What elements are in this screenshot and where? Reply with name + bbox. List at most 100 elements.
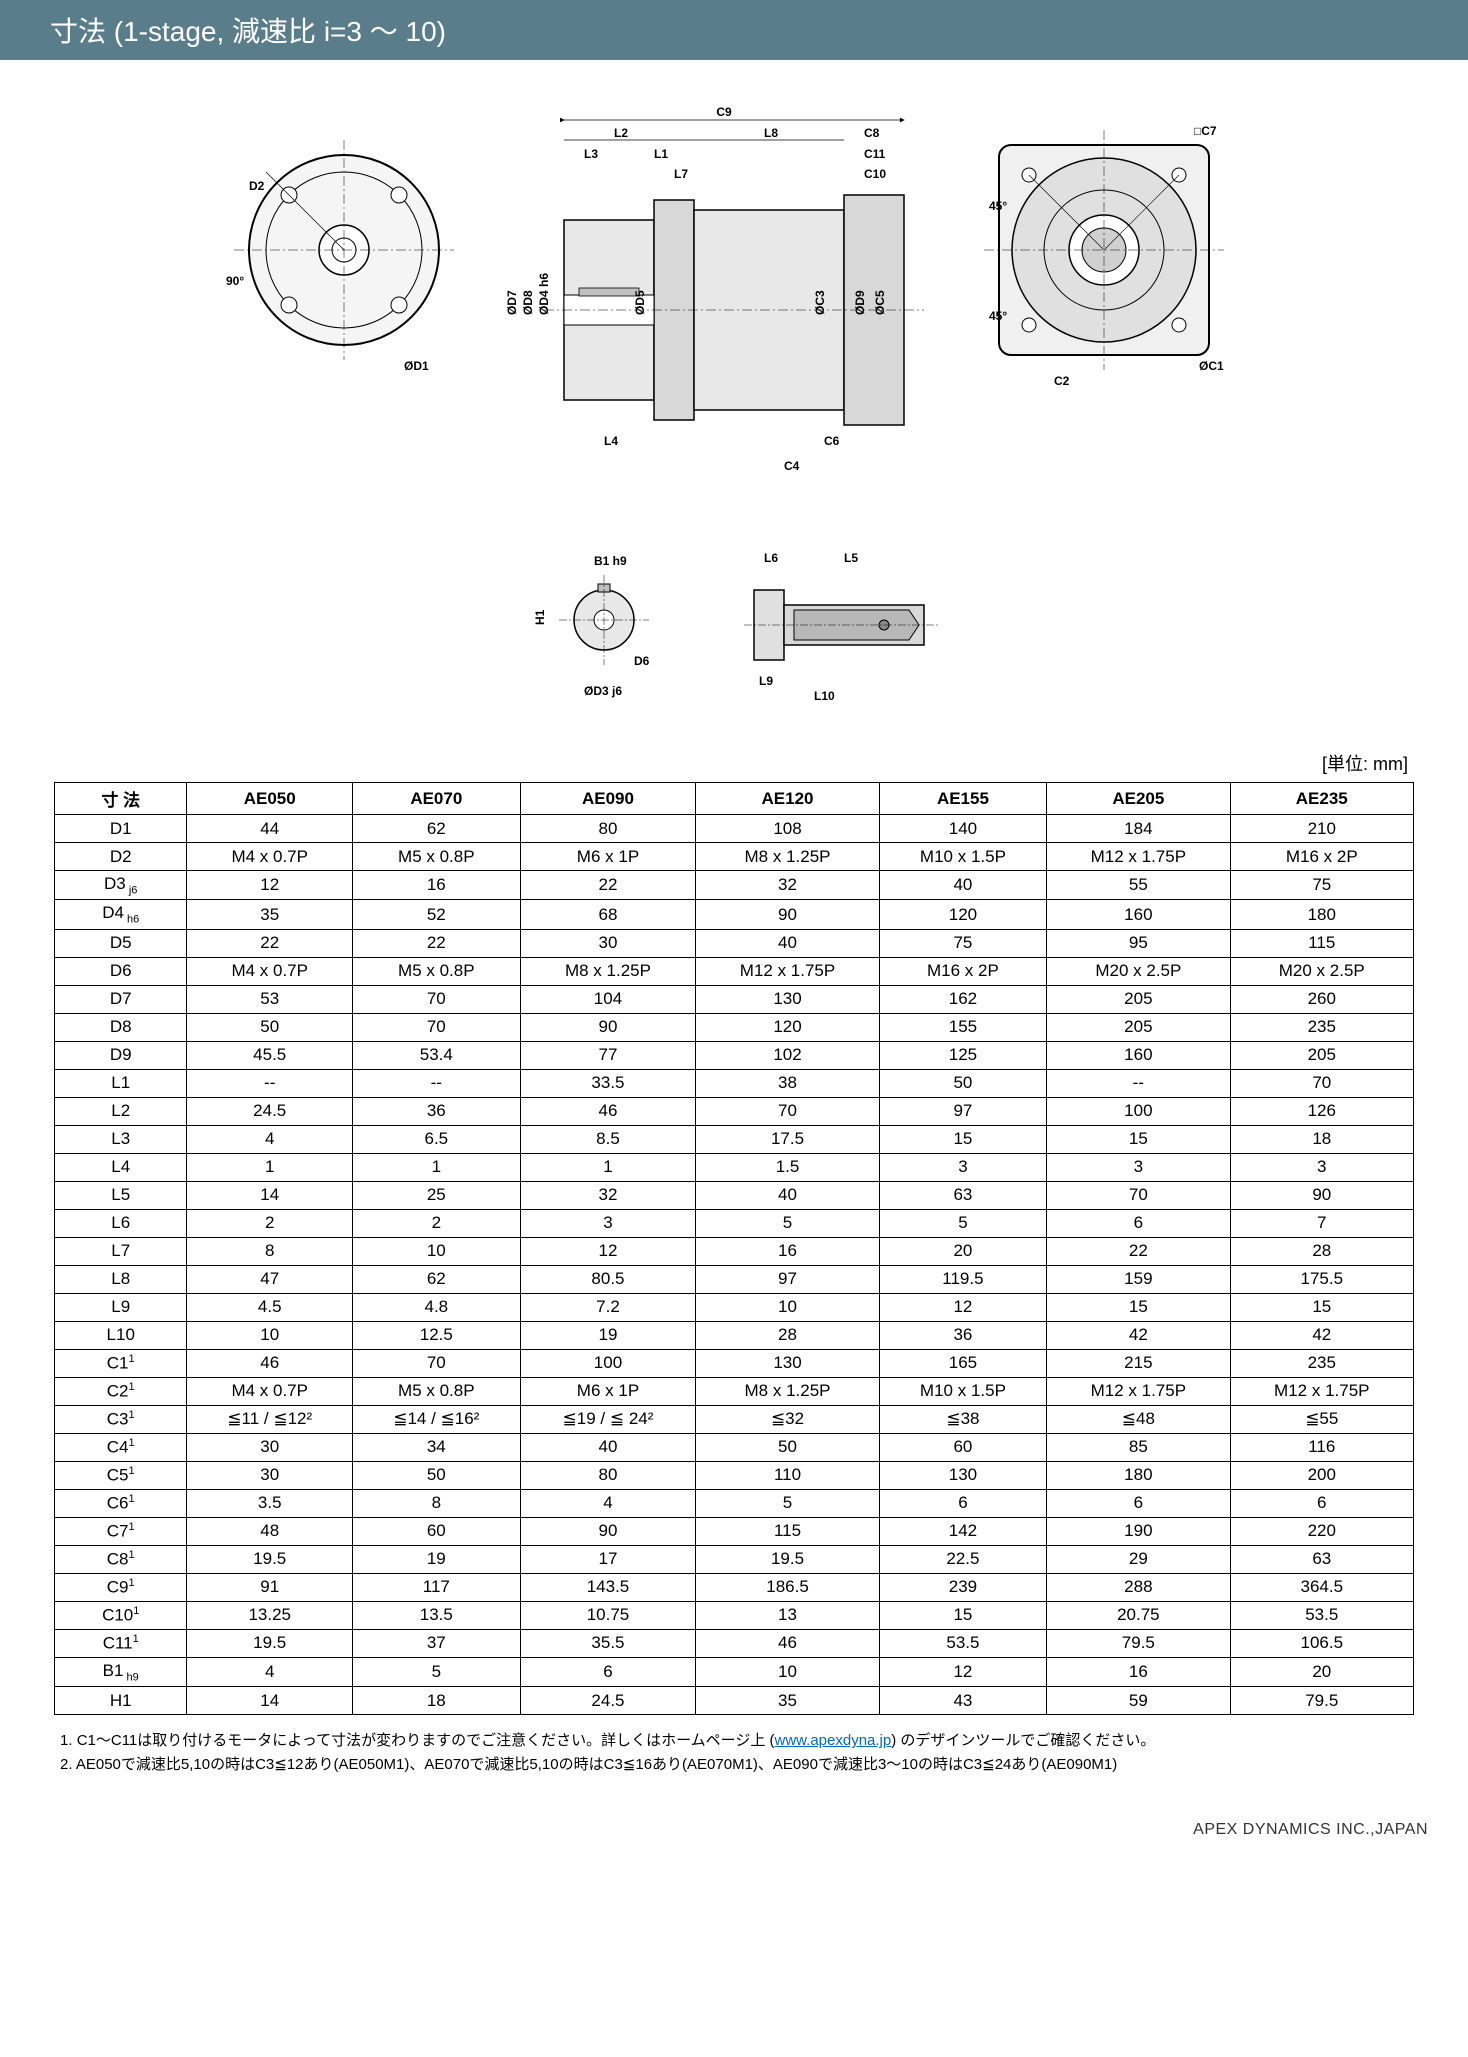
cell: 5 — [696, 1209, 879, 1237]
table-row: L514253240637090 — [55, 1181, 1414, 1209]
cell: M4 x 0.7P — [187, 957, 353, 985]
cell: 115 — [696, 1517, 879, 1545]
cell: 215 — [1047, 1349, 1230, 1377]
svg-text:C6: C6 — [824, 434, 840, 448]
cell: 4 — [520, 1489, 696, 1517]
cell: 47 — [187, 1265, 353, 1293]
cell: 18 — [352, 1687, 520, 1715]
cell: 12 — [520, 1237, 696, 1265]
row-label: H1 — [55, 1687, 187, 1715]
col-header: AE120 — [696, 783, 879, 815]
cell: 80.5 — [520, 1265, 696, 1293]
footnote-link[interactable]: www.apexdyna.jp — [774, 1732, 891, 1749]
cell: 55 — [1047, 871, 1230, 900]
cell: 63 — [879, 1181, 1046, 1209]
svg-text:L2: L2 — [614, 126, 628, 140]
col-header: AE235 — [1230, 783, 1413, 815]
footnote: 1. C1～C11は取り付けるモータによって寸法が変わりますのでご注意ください。… — [60, 1729, 1408, 1753]
svg-text:D6: D6 — [634, 654, 650, 668]
cell: 125 — [879, 1041, 1046, 1069]
svg-text:90°: 90° — [226, 274, 244, 288]
svg-text:B1 h9: B1 h9 — [594, 554, 627, 568]
cell: 1 — [187, 1153, 353, 1181]
cell: 15 — [879, 1601, 1046, 1629]
cell: 10 — [352, 1237, 520, 1265]
row-label: D5 — [55, 929, 187, 957]
svg-text:L3: L3 — [584, 147, 598, 161]
cell: 36 — [352, 1097, 520, 1125]
cell: 28 — [1230, 1237, 1413, 1265]
svg-text:L9: L9 — [759, 674, 773, 688]
cell: 19.5 — [696, 1545, 879, 1573]
cell: 43 — [879, 1687, 1046, 1715]
cell: 6 — [1047, 1209, 1230, 1237]
cell: 126 — [1230, 1097, 1413, 1125]
drawing-key-detail: L6 L5 L9 L10 — [734, 540, 954, 720]
svg-text:ØD4 h6: ØD4 h6 — [537, 273, 551, 315]
cell: 184 — [1047, 815, 1230, 843]
cell: 5 — [352, 1657, 520, 1686]
svg-text:C2: C2 — [1054, 374, 1070, 388]
row-label: L2 — [55, 1097, 187, 1125]
cell: 102 — [696, 1041, 879, 1069]
cell: -- — [1047, 1069, 1230, 1097]
svg-text:ØD8: ØD8 — [521, 290, 535, 315]
cell: 24.5 — [187, 1097, 353, 1125]
cell: 130 — [696, 985, 879, 1013]
cell: 3 — [520, 1209, 696, 1237]
cell: 35.5 — [520, 1629, 696, 1657]
cell: 120 — [879, 900, 1046, 929]
cell: M12 x 1.75P — [1047, 1377, 1230, 1405]
cell: 46 — [696, 1629, 879, 1657]
col-header: AE070 — [352, 783, 520, 815]
cell: 3 — [1047, 1153, 1230, 1181]
cell: M10 x 1.5P — [879, 1377, 1046, 1405]
cell: ≦11 / ≦12² — [187, 1405, 353, 1433]
table-row: D945.553.477102125160205 — [55, 1041, 1414, 1069]
cell: 4 — [187, 1657, 353, 1686]
cell: 7.2 — [520, 1293, 696, 1321]
cell: -- — [352, 1069, 520, 1097]
cell: 70 — [1047, 1181, 1230, 1209]
table-row: D8507090120155205235 — [55, 1013, 1414, 1041]
svg-text:L6: L6 — [764, 551, 778, 565]
table-row: L78101216202228 — [55, 1237, 1414, 1265]
footnote: 2. AE050で減速比5,10の時はC3≦12あり(AE050M1)、AE07… — [60, 1753, 1408, 1777]
table-row: C21M4 x 0.7PM5 x 0.8PM6 x 1PM8 x 1.25PM1… — [55, 1377, 1414, 1405]
table-row: D2M4 x 0.7PM5 x 0.8PM6 x 1PM8 x 1.25PM10… — [55, 843, 1414, 871]
cell: 6 — [1047, 1489, 1230, 1517]
cell: 3 — [1230, 1153, 1413, 1181]
svg-text:L10: L10 — [814, 689, 835, 703]
cell: 4 — [187, 1125, 353, 1153]
row-label: C31 — [55, 1405, 187, 1433]
cell: ≦48 — [1047, 1405, 1230, 1433]
row-label: L3 — [55, 1125, 187, 1153]
cell: 16 — [1047, 1657, 1230, 1686]
cell: M6 x 1P — [520, 1377, 696, 1405]
cell: ≦14 / ≦16² — [352, 1405, 520, 1433]
cell: 20 — [1230, 1657, 1413, 1686]
cell: 25 — [352, 1181, 520, 1209]
cell: 62 — [352, 815, 520, 843]
table-row: C8119.5191719.522.52963 — [55, 1545, 1414, 1573]
cell: 6 — [879, 1489, 1046, 1517]
cell: 260 — [1230, 985, 1413, 1013]
cell: 45.5 — [187, 1041, 353, 1069]
cell: 63 — [1230, 1545, 1413, 1573]
row-label: C111 — [55, 1629, 187, 1657]
svg-text:ØC1: ØC1 — [1199, 359, 1224, 373]
cell: 106.5 — [1230, 1629, 1413, 1657]
cell: 165 — [879, 1349, 1046, 1377]
cell: 117 — [352, 1573, 520, 1601]
cell: -- — [187, 1069, 353, 1097]
cell: 90 — [1230, 1181, 1413, 1209]
cell: 53 — [187, 985, 353, 1013]
col-header: AE090 — [520, 783, 696, 815]
table-row: L8476280.597119.5159175.5 — [55, 1265, 1414, 1293]
footnotes: 1. C1～C11は取り付けるモータによって寸法が変わりますのでご注意ください。… — [0, 1715, 1468, 1791]
cell: 90 — [520, 1013, 696, 1041]
cell: M5 x 0.8P — [352, 843, 520, 871]
svg-text:□C7: □C7 — [1194, 124, 1217, 138]
cell: 22.5 — [879, 1545, 1046, 1573]
cell: 50 — [696, 1433, 879, 1461]
